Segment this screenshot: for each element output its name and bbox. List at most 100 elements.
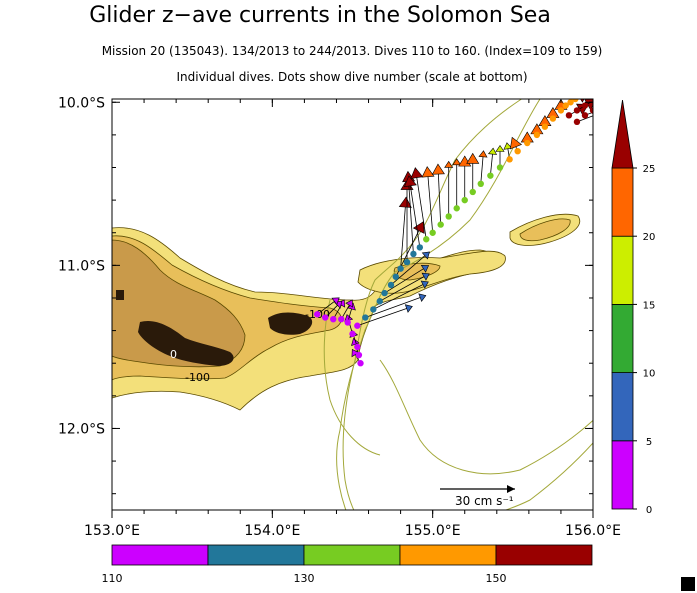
bathymetry-contour-a — [336, 99, 541, 510]
dive-dot — [487, 172, 494, 179]
current-vector-head — [503, 142, 513, 150]
current-vector-head — [421, 166, 435, 178]
current-vector — [584, 111, 593, 116]
dive-dot — [496, 164, 504, 171]
scale-arrow: 30 cm s⁻¹ — [440, 485, 515, 508]
colorbar-tick-label: 10 — [643, 369, 656, 380]
colorbar-tick-label: 0 — [646, 505, 652, 516]
current-vector — [357, 306, 413, 327]
dive-dot — [437, 221, 444, 228]
scale-arrow-head — [507, 485, 515, 493]
dive-dot — [314, 311, 321, 318]
figure-title: Glider z−ave currents in the Solomon Sea — [89, 3, 551, 28]
lon-tick-label: 156.0°E — [565, 523, 621, 539]
dive-dot — [429, 229, 436, 236]
current-vector-head — [444, 160, 454, 168]
dive-dot — [603, 96, 609, 102]
dive-dot — [370, 306, 377, 313]
lat-tick-label: 11.0°S — [58, 258, 105, 274]
current-vector — [379, 273, 430, 302]
dive-dot — [445, 213, 452, 220]
dive-dot — [582, 89, 588, 95]
current-vector — [601, 100, 618, 106]
figure-subtitle: Mission 20 (135043). 134/2013 to 244/201… — [102, 44, 603, 58]
current-vector-head — [345, 299, 354, 308]
colorbar-segment — [611, 440, 634, 510]
current-vector-head — [421, 272, 430, 281]
dive-dot — [573, 118, 581, 126]
current-vector-head — [418, 293, 427, 302]
dive-dot — [381, 289, 388, 297]
contour-label: 0 — [170, 348, 177, 361]
current-vector-head — [351, 349, 360, 358]
dive-dot — [322, 314, 329, 321]
dive-dot — [397, 265, 404, 272]
dive-colorbar-segment — [495, 544, 593, 566]
longitude-axis: 153.0°E 154.0°E 155.0°E 156.0°E — [84, 99, 621, 539]
dive-dot — [392, 273, 399, 280]
current-vector — [373, 281, 429, 310]
dive-dot — [557, 107, 565, 114]
current-vector — [580, 82, 602, 96]
current-vector-head — [509, 136, 523, 150]
current-vector-head — [420, 265, 430, 273]
current-vector-head — [586, 85, 598, 95]
dive-colorbar-tick-label: 150 — [486, 572, 507, 585]
dive-dot — [344, 319, 351, 326]
current-vector-head — [431, 163, 445, 175]
current-vector-head — [608, 101, 615, 108]
dive-dot — [506, 156, 513, 163]
dive-dot — [541, 123, 549, 130]
land-island-east-inner — [519, 218, 571, 242]
dive-dot — [524, 139, 531, 147]
colorbar-top-arrow — [611, 99, 634, 169]
dive-dot — [573, 107, 581, 114]
current-vector-head — [593, 94, 605, 104]
dive-colorbar-tick-label: 130 — [294, 572, 315, 585]
map-frame — [111, 98, 594, 511]
dive-dot — [549, 115, 557, 122]
current-vector — [408, 175, 421, 248]
dive-colorbar-segment — [399, 544, 497, 566]
land-patch-west — [116, 290, 124, 300]
current-vector-head — [611, 98, 618, 106]
current-vector-head — [466, 152, 480, 164]
current-vector-head — [591, 82, 603, 92]
dive-dot — [565, 112, 573, 119]
current-vector-head — [586, 99, 588, 100]
dive-dot — [567, 99, 574, 106]
current-vector — [365, 295, 426, 318]
dive-colorbar-segment — [111, 544, 209, 566]
current-vector-head — [601, 88, 613, 98]
lat-tick-label: 10.0°S — [58, 95, 105, 111]
dive-dot — [362, 314, 369, 321]
dive-colorbar-segment — [207, 544, 305, 566]
speed-colorbar: 0 5 10 15 20 25 — [611, 99, 656, 516]
current-vector-head — [600, 105, 607, 112]
current-vector-head — [420, 280, 429, 289]
dive-dot — [403, 258, 411, 266]
current-vector — [576, 115, 593, 123]
dive-dot — [477, 180, 484, 188]
colorbar-segment — [611, 235, 634, 305]
dive-dot — [589, 107, 593, 114]
current-vector-head — [495, 144, 505, 152]
dive-colorbar-segment — [303, 544, 401, 566]
dive-dot — [387, 281, 395, 289]
current-vector-head — [615, 92, 622, 100]
dive-colorbar-tick-label: 110 — [102, 572, 123, 585]
dive-colorbar: 110 130 150 — [102, 544, 593, 585]
dive-dot — [354, 322, 361, 329]
current-vector-head — [595, 79, 607, 89]
lon-tick-label: 153.0°E — [84, 523, 140, 539]
colorbar-segment — [611, 167, 634, 237]
dive-dot — [572, 99, 579, 103]
dive-dot — [581, 102, 589, 109]
figure-note: Individual dives. Dots show dive number … — [176, 70, 527, 84]
lon-tick-label: 155.0°E — [405, 523, 461, 539]
bathymetry-contour-d — [504, 442, 593, 510]
dive-dots — [314, 89, 609, 367]
current-vector-head — [404, 304, 413, 313]
dive-dot — [410, 250, 417, 258]
scale-label: 30 cm s⁻¹ — [455, 494, 514, 508]
